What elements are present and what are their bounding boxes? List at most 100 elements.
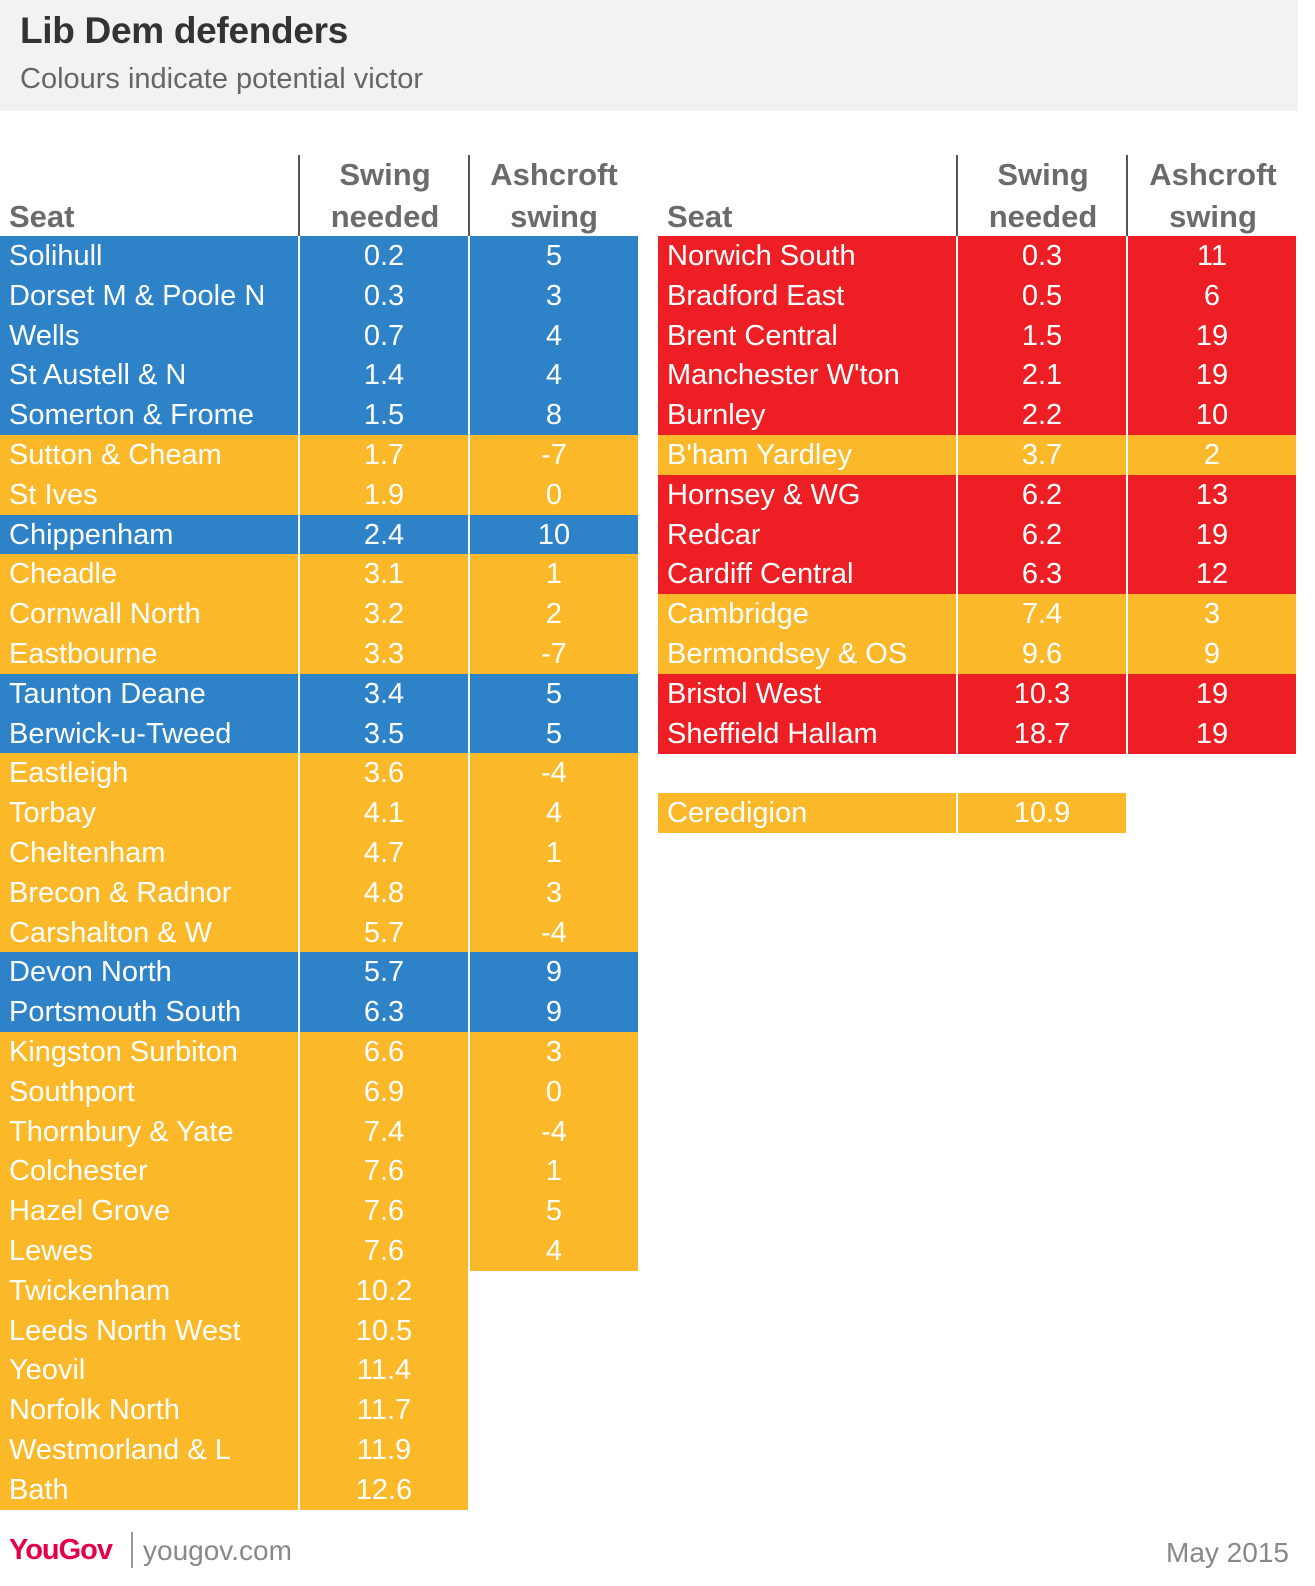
left-row-swing-needed-cell: 10.2 (300, 1271, 468, 1311)
left-row-ashcroft-cell: 5 (470, 674, 638, 714)
right-row-seat-cell: Sheffield Hallam (658, 714, 956, 754)
left-row-seat-cell: Sutton & Cheam (0, 435, 298, 475)
right-row-seat-cell: Redcar (658, 515, 956, 555)
footer-url: yougov.com (143, 1535, 292, 1566)
left-row-seat-cell: Southport (0, 1072, 298, 1112)
right-row-seat-cell: B'ham Yardley (658, 435, 956, 475)
left-row-swing-needed-cell: 6.6 (300, 1032, 468, 1072)
left-row-swing-needed-cell: 3.6 (300, 753, 468, 793)
left-row-seat-cell: Cheadle (0, 554, 298, 594)
left-row-ashcroft-cell: 0 (470, 475, 638, 515)
left-row-seat-cell: Lewes (0, 1231, 298, 1271)
right-row-swing-needed-cell: 2.1 (958, 355, 1126, 395)
left-row-swing-needed-cell: 4.7 (300, 833, 468, 873)
left-row-swing-needed-cell: 1.4 (300, 355, 468, 395)
right-row-seat-cell: Norwich South (658, 236, 956, 276)
right-row-ashcroft-cell: 10 (1128, 395, 1296, 435)
left-row-ashcroft-cell: 4 (470, 793, 638, 833)
left-row-ashcroft-cell: -7 (470, 634, 638, 674)
left-row-seat-cell: Hazel Grove (0, 1191, 298, 1231)
left-row-seat-cell: St Ives (0, 475, 298, 515)
right-row-seat-cell: Burnley (658, 395, 956, 435)
right-row-ashcroft-cell: 2 (1128, 435, 1296, 475)
right-row-ashcroft-cell: 12 (1128, 554, 1296, 594)
left-row-ashcroft-cell: 1 (470, 833, 638, 873)
left-seat-header: Seat (9, 199, 75, 234)
left-row-seat-cell: Norfolk North (0, 1390, 298, 1430)
left-row-swing-needed-cell: 1.5 (300, 395, 468, 435)
left-row-swing-needed-cell: 12.6 (300, 1470, 468, 1510)
left-row-swing-needed-cell: 7.6 (300, 1151, 468, 1191)
right-row-swing-needed-cell: 6.2 (958, 515, 1126, 555)
left-row-ashcroft-cell: 3 (470, 873, 638, 913)
right-row-swing-needed-cell: 3.7 (958, 435, 1126, 475)
right-row-ashcroft-cell: 19 (1128, 316, 1296, 356)
left-row-seat-cell: Eastleigh (0, 753, 298, 793)
left-swing-header-line1: Swing (339, 157, 431, 192)
right-row-swing-needed-cell: 10.3 (958, 674, 1126, 714)
right-row-seat-cell: Hornsey & WG (658, 475, 956, 515)
left-row-ashcroft-cell: 2 (470, 594, 638, 634)
left-row-ashcroft-cell: 0 (470, 1072, 638, 1112)
left-row-swing-needed-cell: 0.7 (300, 316, 468, 356)
right-swing-header-line2: needed (988, 199, 1098, 234)
left-row-seat-cell: Portsmouth South (0, 992, 298, 1032)
left-row-swing-needed-cell: 4.8 (300, 873, 468, 913)
right-row-swing-needed-cell: 0.3 (958, 236, 1126, 276)
left-row-swing-needed-cell: 5.7 (300, 913, 468, 953)
right-ashcroft-header-line1: Ashcroft (1149, 157, 1277, 192)
right-header-divider-2 (1126, 155, 1128, 236)
left-row-swing-needed-cell: 2.4 (300, 515, 468, 555)
left-row-seat-cell: Yeovil (0, 1350, 298, 1390)
left-row-swing-needed-cell: 11.9 (300, 1430, 468, 1470)
left-row-seat-cell: Cornwall North (0, 594, 298, 634)
left-header-divider-1 (298, 155, 300, 236)
left-row-seat-cell: Thornbury & Yate (0, 1112, 298, 1152)
left-row-ashcroft-cell: -4 (470, 913, 638, 953)
left-ashcroft-header-line2: swing (510, 199, 598, 234)
header-band: Lib Dem defenders Colours indicate poten… (0, 0, 1298, 111)
left-row-swing-needed-cell: 3.5 (300, 714, 468, 754)
right-row-ashcroft-cell: 19 (1128, 714, 1296, 754)
left-row-swing-needed-cell: 7.6 (300, 1191, 468, 1231)
right-row-ashcroft-cell: 13 (1128, 475, 1296, 515)
left-row-ashcroft-cell: 1 (470, 1151, 638, 1191)
right-row-swing-needed-cell: 6.3 (958, 554, 1126, 594)
right-row-ashcroft-cell: 11 (1128, 236, 1296, 276)
right-row-ashcroft-cell: 19 (1128, 515, 1296, 555)
right-row-seat-cell: Manchester W'ton (658, 355, 956, 395)
left-ashcroft-header-line1: Ashcroft (490, 157, 618, 192)
left-row-ashcroft-cell: -4 (470, 1112, 638, 1152)
right-row-seat-cell: Brent Central (658, 316, 956, 356)
left-row-swing-needed-cell: 7.4 (300, 1112, 468, 1152)
right-seat-header: Seat (667, 199, 733, 234)
left-row-ashcroft-cell: 5 (470, 236, 638, 276)
left-row-ashcroft-cell: 9 (470, 992, 638, 1032)
right-row-swing-needed-cell: 2.2 (958, 395, 1126, 435)
left-row-seat-cell: Somerton & Frome (0, 395, 298, 435)
left-row-ashcroft-cell: 3 (470, 1032, 638, 1072)
left-row-ashcroft-cell: -7 (470, 435, 638, 475)
left-row-swing-needed-cell: 5.7 (300, 952, 468, 992)
left-row-swing-needed-cell: 0.2 (300, 236, 468, 276)
left-row-seat-cell: Leeds North West (0, 1311, 298, 1351)
left-row-seat-cell: Torbay (0, 793, 298, 833)
left-row-seat-cell: Devon North (0, 952, 298, 992)
left-header-divider-2 (468, 155, 470, 236)
left-row-ashcroft-cell: 8 (470, 395, 638, 435)
left-row-ashcroft-cell: 3 (470, 276, 638, 316)
left-row-seat-cell: Twickenham (0, 1271, 298, 1311)
right-row-swing-needed-cell: 0.5 (958, 276, 1126, 316)
right-row-ashcroft-cell: 3 (1128, 594, 1296, 634)
right-row-swing-needed-cell: 9.6 (958, 634, 1126, 674)
left-row-seat-cell: Wells (0, 316, 298, 356)
left-row-swing-needed-cell: 6.9 (300, 1072, 468, 1112)
left-row-swing-needed-cell: 11.4 (300, 1350, 468, 1390)
right-row-ashcroft-cell: 6 (1128, 276, 1296, 316)
left-row-swing-needed-cell: 4.1 (300, 793, 468, 833)
left-row-seat-cell: Kingston Surbiton (0, 1032, 298, 1072)
left-row-seat-cell: Chippenham (0, 515, 298, 555)
yougov-logo: YouGov (9, 1534, 113, 1566)
left-row-ashcroft-cell: 9 (470, 952, 638, 992)
extra-row-seat-cell: Ceredigion (658, 793, 956, 833)
